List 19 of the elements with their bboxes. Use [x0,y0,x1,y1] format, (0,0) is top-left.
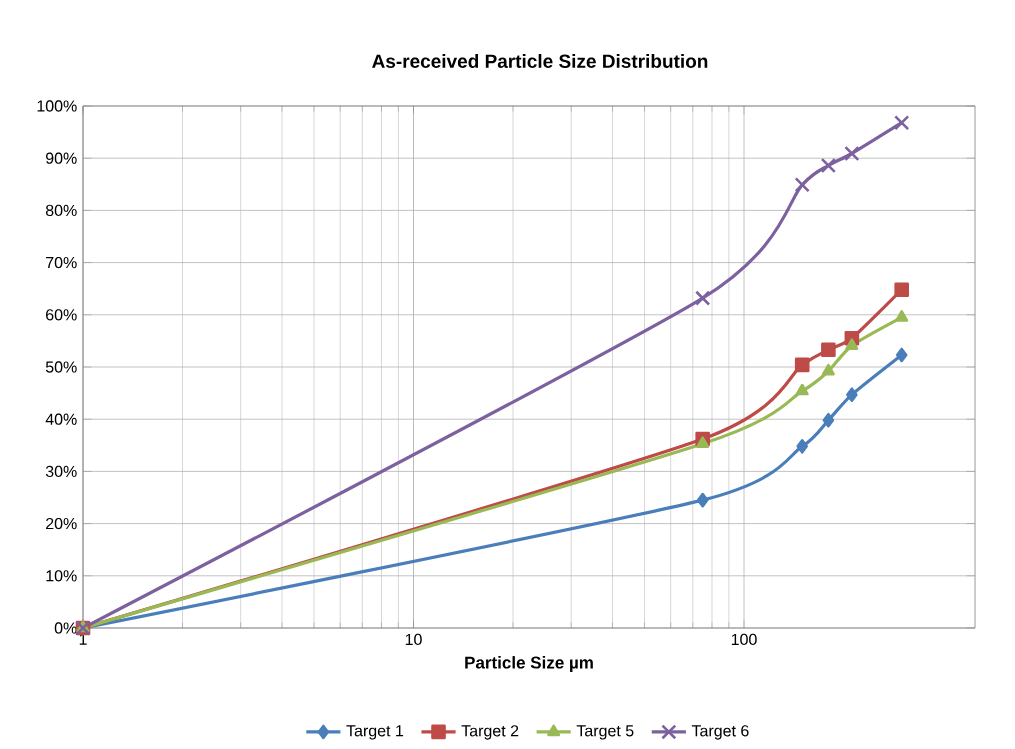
x-axis-title: Particle Size µm [465,656,593,672]
legend-label: Target 1 [346,725,404,740]
chart-title: As-received Particle Size Distribution [372,54,708,68]
x-tick-label: 100 [731,633,757,646]
y-tick-label: 20% [46,517,77,530]
y-tick-label: 30% [45,465,77,478]
y-tick-label: 90% [46,152,77,164]
y-tick-label: 10% [46,570,77,582]
y-tick-label: 80% [45,204,77,217]
legend-label: Target 2 [461,725,519,740]
y-tick-label: 60% [46,309,77,321]
y-tick-label: 40% [45,413,77,425]
legend-label: Target 5 [576,725,634,740]
y-tick-label: 50% [45,361,77,373]
y-tick-label: 100% [37,100,77,112]
x-tick-label: 10 [405,633,422,646]
legend-label: Target 6 [691,725,749,740]
y-tick-label: 70% [46,256,77,269]
y-tick-label: 0% [54,622,77,634]
